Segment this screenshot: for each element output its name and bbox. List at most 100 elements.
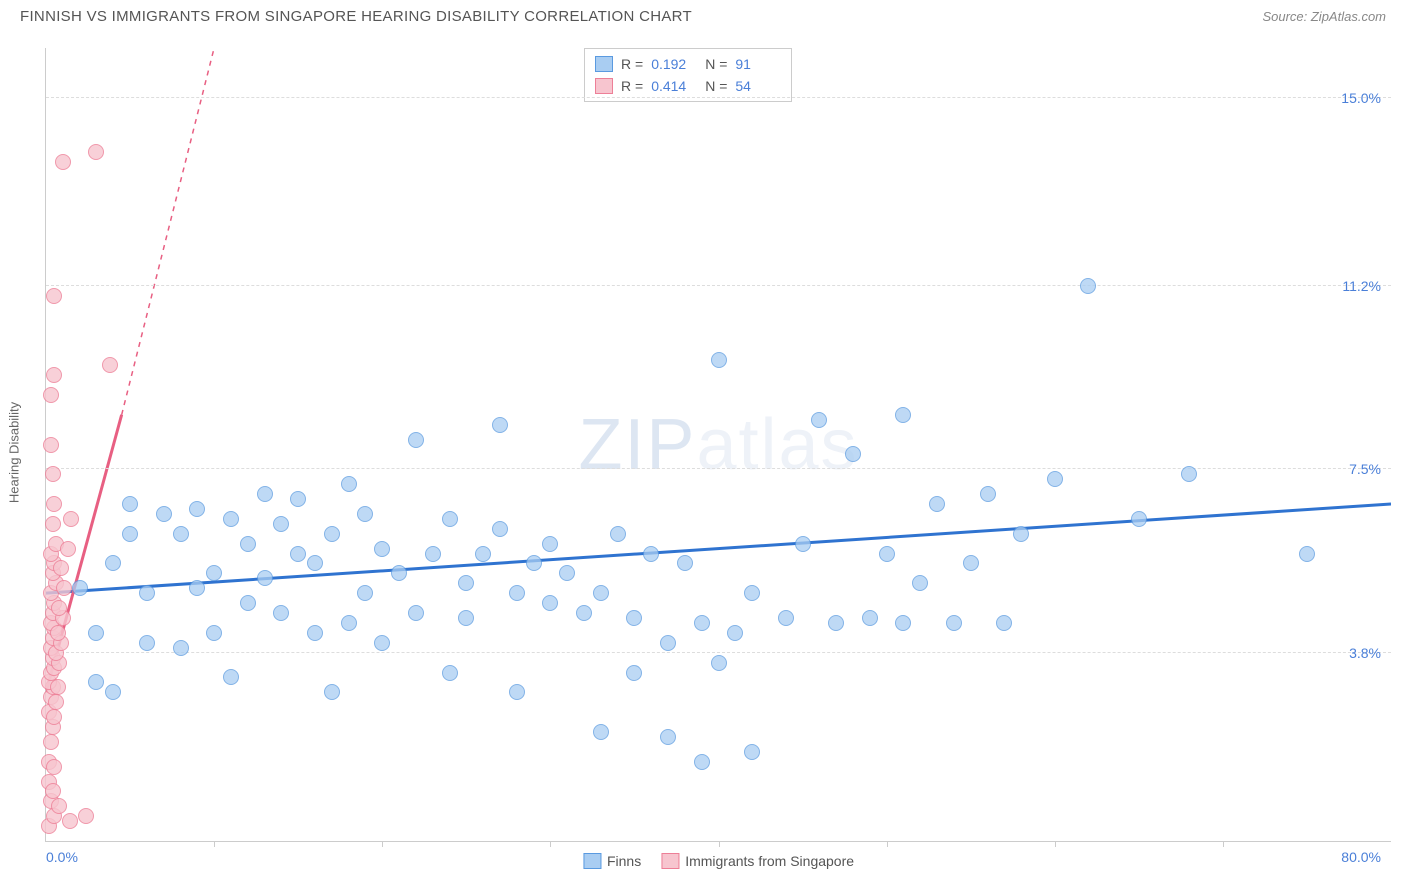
data-point bbox=[1181, 466, 1197, 482]
data-point bbox=[189, 580, 205, 596]
data-point bbox=[408, 605, 424, 621]
legend-item: Finns bbox=[583, 853, 641, 869]
data-point bbox=[45, 466, 61, 482]
data-point bbox=[307, 625, 323, 641]
data-point bbox=[576, 605, 592, 621]
data-point bbox=[189, 501, 205, 517]
data-point bbox=[324, 684, 340, 700]
data-point bbox=[88, 144, 104, 160]
data-point bbox=[273, 516, 289, 532]
data-point bbox=[45, 783, 61, 799]
data-point bbox=[56, 580, 72, 596]
data-point bbox=[122, 526, 138, 542]
data-point bbox=[357, 506, 373, 522]
scatter-chart: ZIPatlas Hearing Disability 0.0% 80.0% R… bbox=[45, 48, 1391, 842]
y-tick-label: 15.0% bbox=[1341, 90, 1381, 106]
data-point bbox=[240, 595, 256, 611]
data-point bbox=[46, 709, 62, 725]
r-label: R = bbox=[621, 53, 643, 75]
data-point bbox=[996, 615, 1012, 631]
header: FINNISH VS IMMIGRANTS FROM SINGAPORE HEA… bbox=[0, 0, 1406, 29]
data-point bbox=[122, 496, 138, 512]
data-point bbox=[78, 808, 94, 824]
stats-legend: R =0.192N =91R =0.414N =54 bbox=[584, 48, 792, 102]
data-point bbox=[51, 798, 67, 814]
data-point bbox=[46, 367, 62, 383]
data-point bbox=[442, 511, 458, 527]
data-point bbox=[879, 546, 895, 562]
legend-swatch bbox=[595, 78, 613, 94]
n-label: N = bbox=[705, 53, 727, 75]
legend-swatch bbox=[595, 56, 613, 72]
data-point bbox=[1299, 546, 1315, 562]
x-tick bbox=[1055, 841, 1056, 847]
data-point bbox=[425, 546, 441, 562]
data-point bbox=[626, 610, 642, 626]
data-point bbox=[811, 412, 827, 428]
data-point bbox=[223, 669, 239, 685]
r-label: R = bbox=[621, 75, 643, 97]
data-point bbox=[828, 615, 844, 631]
legend-swatch bbox=[583, 853, 601, 869]
data-point bbox=[610, 526, 626, 542]
chart-title: FINNISH VS IMMIGRANTS FROM SINGAPORE HEA… bbox=[20, 8, 692, 25]
stats-row: R =0.192N =91 bbox=[595, 53, 781, 75]
data-point bbox=[45, 516, 61, 532]
data-point bbox=[72, 580, 88, 596]
data-point bbox=[694, 754, 710, 770]
data-point bbox=[458, 575, 474, 591]
data-point bbox=[307, 555, 323, 571]
data-point bbox=[374, 635, 390, 651]
data-point bbox=[257, 570, 273, 586]
data-point bbox=[626, 665, 642, 681]
data-point bbox=[1131, 511, 1147, 527]
data-point bbox=[509, 684, 525, 700]
data-point bbox=[711, 352, 727, 368]
data-point bbox=[156, 506, 172, 522]
legend-label: Immigrants from Singapore bbox=[685, 853, 854, 869]
data-point bbox=[643, 546, 659, 562]
data-point bbox=[46, 496, 62, 512]
data-point bbox=[895, 615, 911, 631]
data-point bbox=[408, 432, 424, 448]
data-point bbox=[963, 555, 979, 571]
data-point bbox=[290, 546, 306, 562]
data-point bbox=[257, 486, 273, 502]
x-tick bbox=[1223, 841, 1224, 847]
data-point bbox=[1047, 471, 1063, 487]
x-tick bbox=[214, 841, 215, 847]
data-point bbox=[50, 679, 66, 695]
data-point bbox=[63, 511, 79, 527]
data-point bbox=[980, 486, 996, 502]
data-point bbox=[391, 565, 407, 581]
data-point bbox=[48, 694, 64, 710]
data-point bbox=[946, 615, 962, 631]
n-label: N = bbox=[705, 75, 727, 97]
x-tick bbox=[887, 841, 888, 847]
data-point bbox=[1080, 278, 1096, 294]
data-point bbox=[223, 511, 239, 527]
data-point bbox=[341, 476, 357, 492]
data-point bbox=[62, 813, 78, 829]
data-point bbox=[660, 729, 676, 745]
data-point bbox=[55, 154, 71, 170]
x-tick bbox=[719, 841, 720, 847]
data-point bbox=[593, 724, 609, 740]
data-point bbox=[727, 625, 743, 641]
data-point bbox=[341, 615, 357, 631]
stats-row: R =0.414N =54 bbox=[595, 75, 781, 97]
data-point bbox=[929, 496, 945, 512]
data-point bbox=[173, 640, 189, 656]
legend-item: Immigrants from Singapore bbox=[661, 853, 854, 869]
data-point bbox=[206, 625, 222, 641]
x-tick bbox=[550, 841, 551, 847]
data-point bbox=[542, 536, 558, 552]
data-point bbox=[492, 417, 508, 433]
series-legend: Finns Immigrants from Singapore bbox=[583, 853, 854, 869]
data-point bbox=[862, 610, 878, 626]
x-max-label: 80.0% bbox=[1341, 849, 1381, 865]
data-point bbox=[139, 585, 155, 601]
data-point bbox=[105, 684, 121, 700]
n-value: 54 bbox=[735, 75, 781, 97]
data-point bbox=[290, 491, 306, 507]
